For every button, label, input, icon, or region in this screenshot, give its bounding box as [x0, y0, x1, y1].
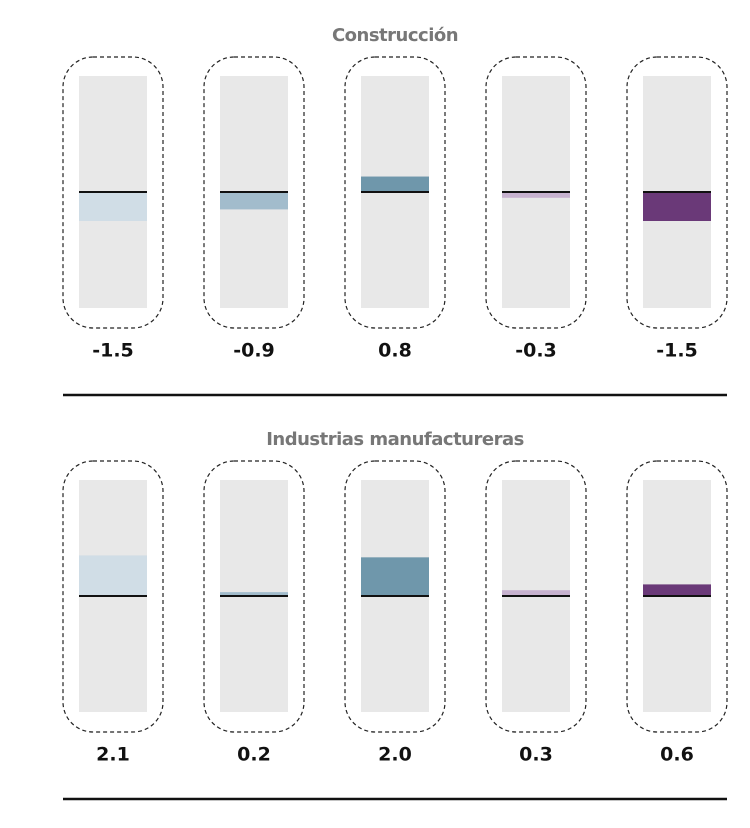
pill-outline — [62, 56, 164, 329]
bar — [502, 590, 570, 596]
bar — [643, 584, 711, 596]
bar — [361, 176, 429, 192]
panel-title: Construcción — [332, 25, 458, 46]
pill-outline — [203, 460, 305, 733]
pill-outline — [344, 460, 446, 733]
pill-outline — [626, 56, 728, 329]
value-label: -0.3 — [515, 340, 557, 362]
value-label: 0.2 — [237, 744, 271, 766]
pill-outline — [626, 460, 728, 733]
pill-outline — [344, 56, 446, 329]
bar — [361, 557, 429, 596]
bar — [79, 192, 147, 221]
value-label: 0.6 — [660, 744, 694, 766]
pill-outline — [485, 56, 587, 329]
value-label: 2.0 — [378, 744, 412, 766]
value-label: 0.8 — [378, 340, 412, 362]
panel-title: Industrias manufactureras — [266, 429, 524, 450]
pill-outline — [203, 56, 305, 329]
value-label: 2.1 — [96, 744, 130, 766]
bar — [643, 192, 711, 221]
value-label: -1.5 — [92, 340, 134, 362]
bar — [220, 592, 288, 596]
value-label: -1.5 — [656, 340, 698, 362]
bar — [79, 555, 147, 596]
bar — [220, 192, 288, 210]
pill-outline — [485, 460, 587, 733]
value-label: -0.9 — [233, 340, 275, 362]
bar — [502, 192, 570, 198]
value-label: 0.3 — [519, 744, 553, 766]
pill-outline — [62, 460, 164, 733]
